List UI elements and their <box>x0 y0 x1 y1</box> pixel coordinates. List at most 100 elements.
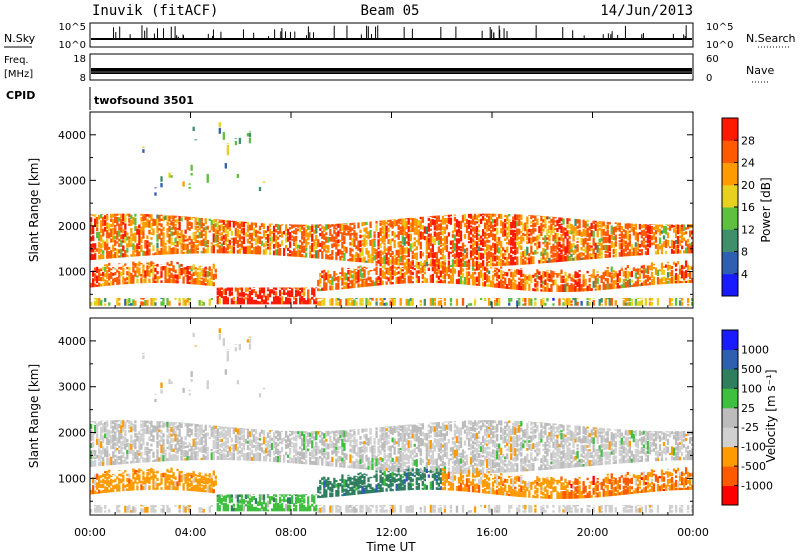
velocity-cell <box>188 423 191 427</box>
velocity-cell <box>214 429 217 434</box>
power-cell <box>536 280 539 287</box>
power-cell <box>483 231 487 239</box>
power-cell <box>644 224 648 231</box>
power-cell <box>634 247 638 256</box>
velocity-cell <box>162 508 165 513</box>
velocity-cell <box>512 422 515 426</box>
velocity-cell <box>504 492 507 496</box>
power-cell <box>449 297 453 303</box>
velocity-cell <box>518 420 521 425</box>
power-cell <box>387 239 390 242</box>
velocity-cell <box>415 459 418 468</box>
velocity-cell <box>383 461 386 471</box>
power-cell <box>244 246 248 254</box>
velocity-cell <box>405 472 408 482</box>
power-cell <box>554 252 557 257</box>
velocity-cell <box>319 507 322 513</box>
velocity-cell <box>385 488 388 492</box>
velocity-cell <box>357 447 360 453</box>
power-cell <box>461 268 465 272</box>
power-cell <box>94 214 97 218</box>
power-cell <box>96 232 99 239</box>
power-cell <box>411 276 414 280</box>
velocity-cell <box>459 452 463 455</box>
velocity-cell <box>403 424 406 433</box>
power-cell <box>182 251 185 254</box>
velocity-cell <box>202 445 205 453</box>
power-cell <box>395 234 398 238</box>
power-cell <box>487 270 491 274</box>
velocity-cell <box>407 440 410 449</box>
power-cell <box>514 282 517 290</box>
power-cell <box>132 233 135 241</box>
velocity-cell <box>325 430 328 437</box>
velocity-cell <box>524 509 527 513</box>
power-cell <box>532 222 535 228</box>
power-cell <box>166 262 169 266</box>
velocity-cell <box>284 443 288 450</box>
power-cell <box>301 301 304 305</box>
power-cell <box>498 255 501 261</box>
velocity-cell <box>266 440 270 450</box>
velocity-cell <box>421 480 424 487</box>
velocity-cell <box>208 437 211 440</box>
power-cell <box>248 290 252 299</box>
velocity-cell <box>445 424 449 430</box>
velocity-cell <box>264 502 268 512</box>
velocity-cell <box>337 489 340 497</box>
power-cell <box>150 297 153 302</box>
power-cell <box>508 302 511 306</box>
power-cell <box>411 271 414 276</box>
velocity-cell <box>90 421 93 422</box>
velocity-cell <box>170 437 173 444</box>
velocity-cell <box>502 487 505 491</box>
velocity-cell <box>496 468 499 473</box>
velocity-cell <box>357 476 360 481</box>
velocity-cell <box>530 427 533 431</box>
power-cell <box>421 280 424 283</box>
velocity-cell <box>389 504 392 507</box>
velocity-cell <box>124 456 127 464</box>
velocity-cell <box>407 472 410 481</box>
power-cell <box>278 234 282 237</box>
velocity-cell <box>188 389 191 392</box>
power-cell <box>409 222 412 229</box>
power-cell <box>319 300 322 306</box>
power-cell <box>112 219 115 227</box>
velocity-cell <box>96 482 99 491</box>
power-cell <box>558 253 561 262</box>
velocity-cell <box>262 500 266 505</box>
velocity-cell <box>198 447 201 453</box>
power-cell <box>136 228 139 235</box>
power-cell <box>242 227 246 236</box>
power-cell <box>435 264 439 268</box>
power-cell <box>433 231 437 237</box>
power-cell <box>184 243 187 251</box>
power-cell <box>130 254 133 257</box>
velocity-cell <box>411 433 414 439</box>
power-cell <box>146 250 149 256</box>
velocity-cell <box>317 486 320 494</box>
power-cell <box>353 224 356 229</box>
power-cell <box>391 221 394 229</box>
power-cell <box>658 278 662 285</box>
velocity-cell <box>435 471 439 475</box>
power-cell <box>413 218 416 227</box>
power-cell <box>367 299 370 306</box>
power-cell <box>288 298 292 305</box>
power-cell <box>546 252 549 260</box>
power-cell <box>504 271 507 276</box>
power-cell <box>455 229 459 237</box>
velocity-cell <box>441 454 445 460</box>
power-cell <box>359 257 362 263</box>
power-cell <box>385 267 388 275</box>
power-cell <box>252 222 256 226</box>
velocity-cell <box>379 456 382 460</box>
power-cell <box>152 271 155 278</box>
power-cell <box>210 297 213 300</box>
power-cell <box>668 265 672 270</box>
velocity-cell <box>413 455 416 458</box>
power-cell <box>369 254 372 264</box>
power-cell <box>367 276 370 281</box>
velocity-cell <box>192 438 195 447</box>
